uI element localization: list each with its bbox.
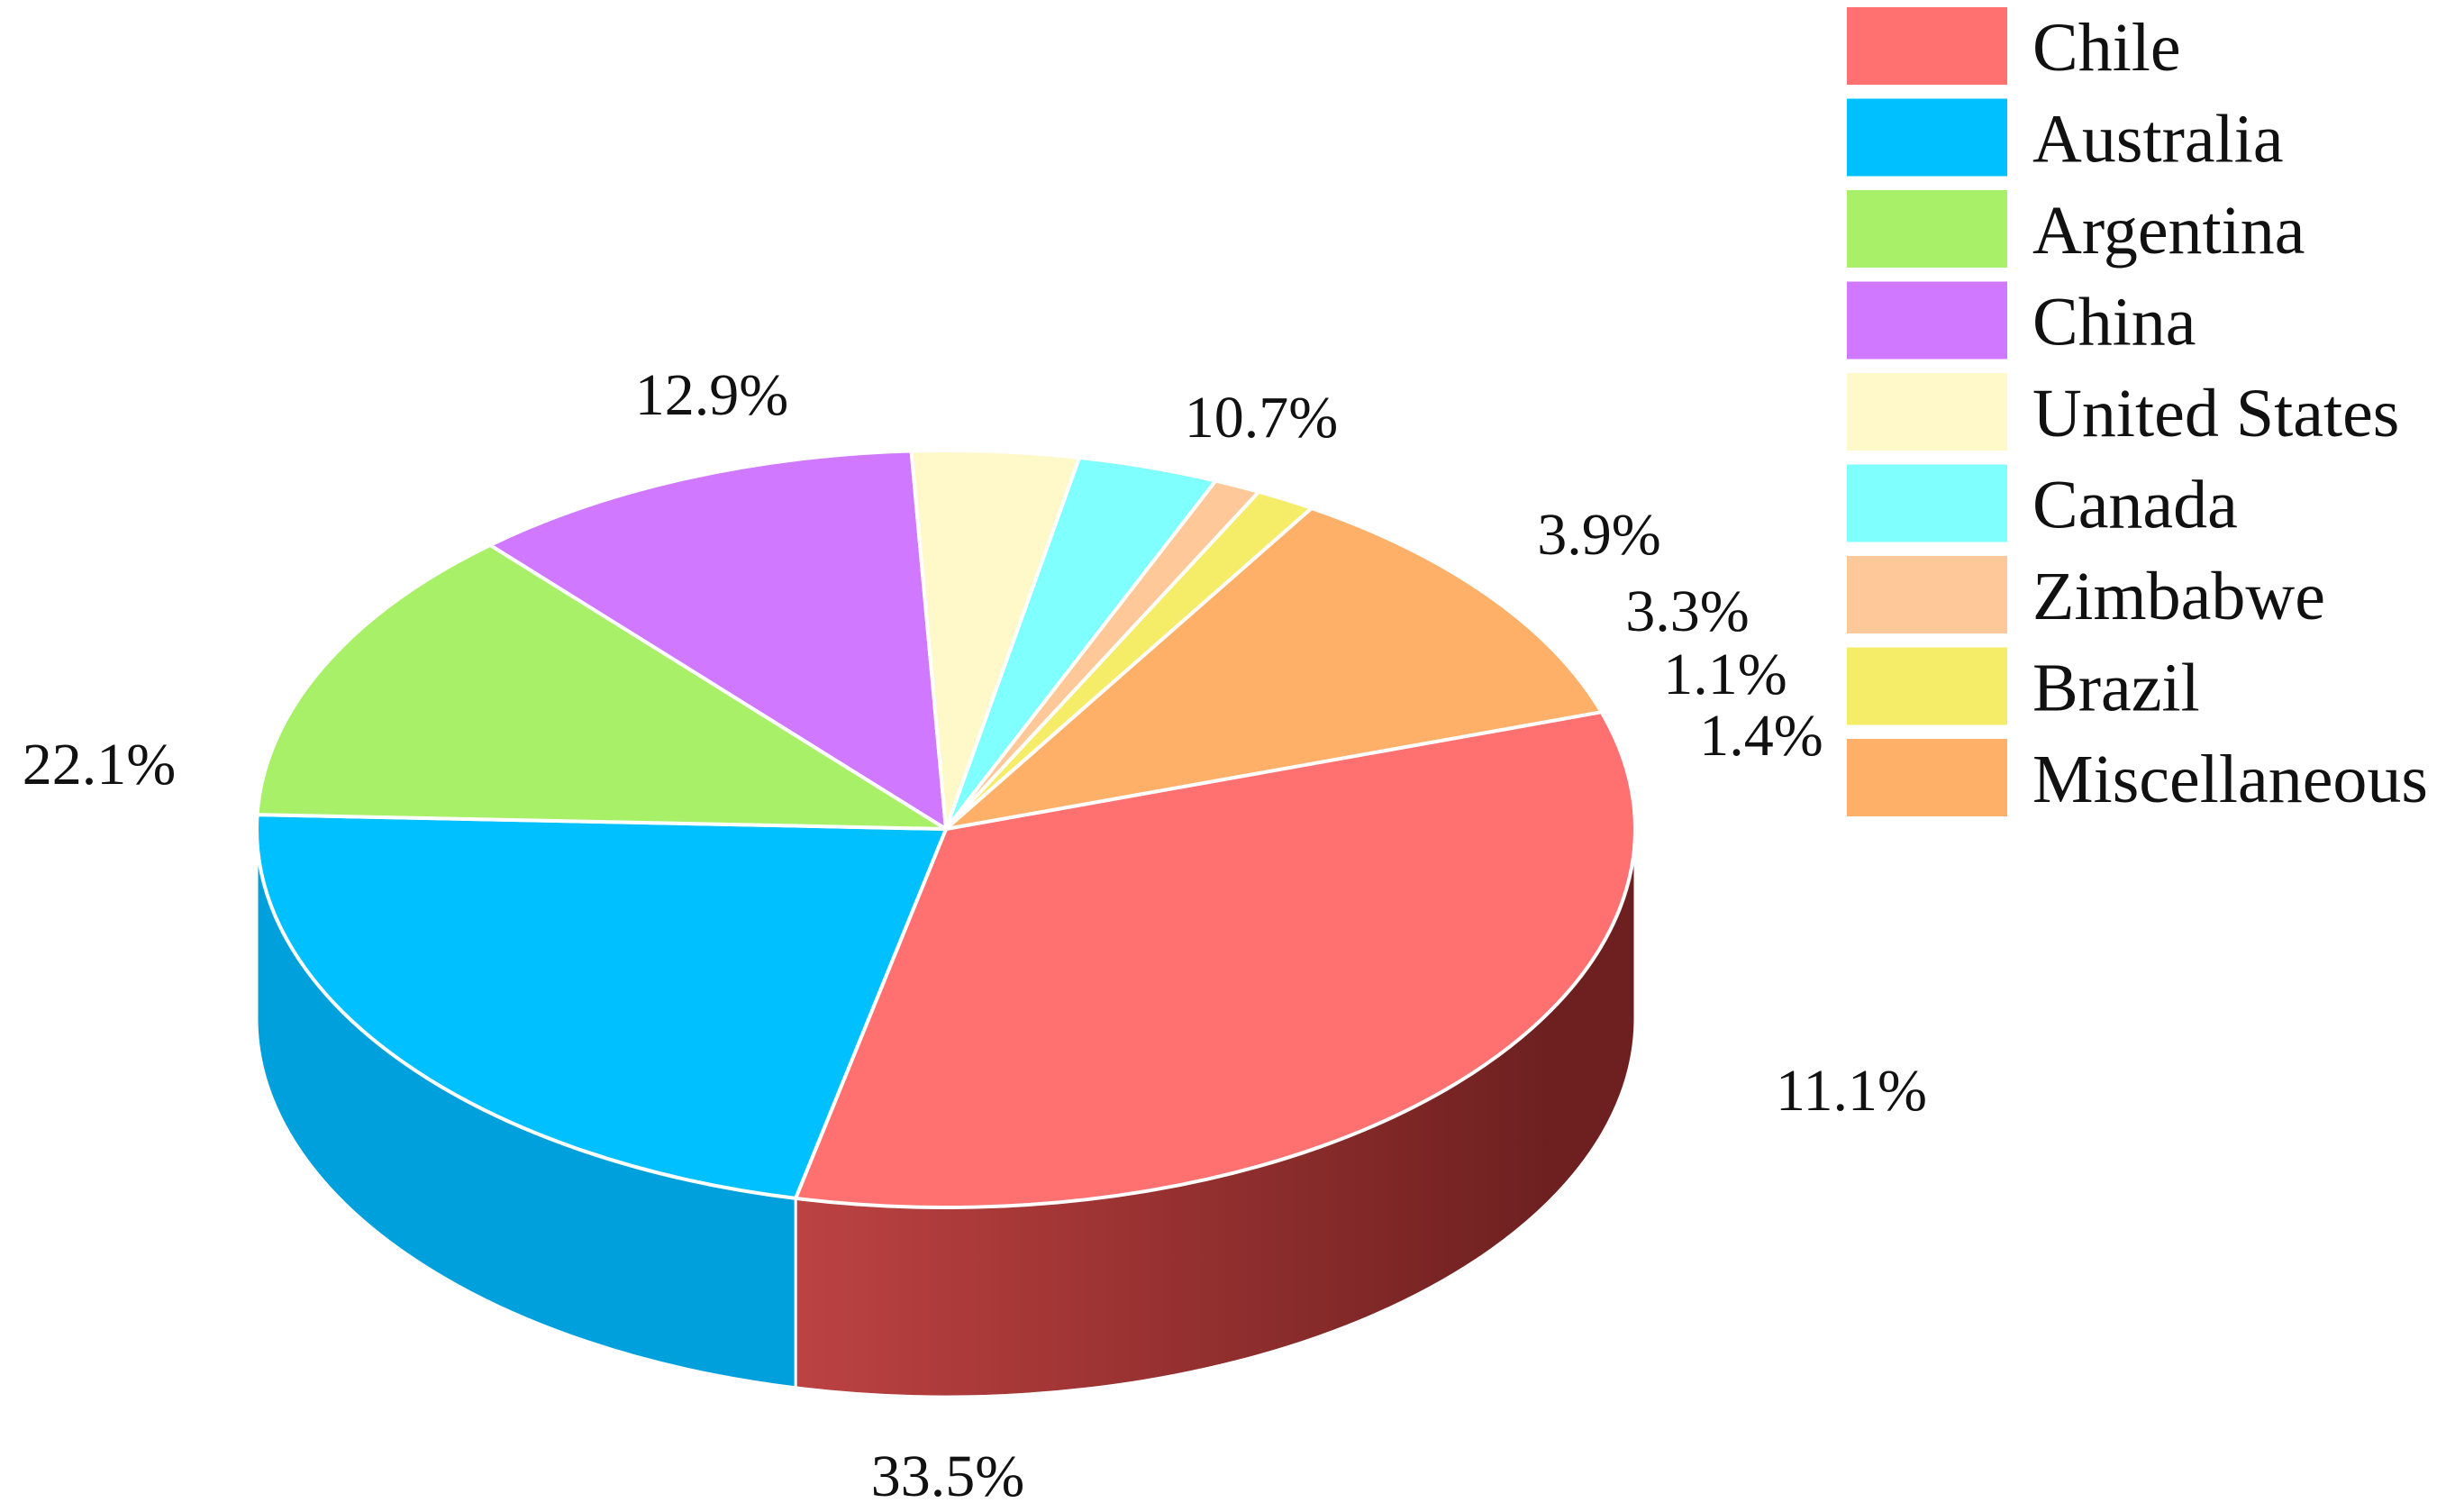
legend-swatch-miscellaneous (1847, 739, 2007, 816)
pie-slice-united-states (909, 449, 1082, 831)
slice-label-australia: 22.1% (23, 732, 176, 797)
pie-slice-chile (794, 710, 1637, 1209)
legend-item-china: China (1847, 281, 2196, 360)
legend-item-canada: Canada (1847, 464, 2238, 543)
legend-label-canada: Canada (2032, 468, 2238, 543)
slice-label-united-states: 3.9% (1537, 502, 1660, 568)
legend-swatch-argentina (1847, 190, 2007, 268)
slice-label-zimbabwe: 1.1% (1663, 642, 1787, 707)
slice-label-miscellaneous: 11.1% (1776, 1058, 1927, 1124)
legend-item-argentina: Argentina (1847, 190, 2305, 269)
legend-item-united-states: United States (1847, 373, 2399, 451)
legend-item-australia: Australia (1847, 98, 2284, 178)
legend: Chile Australia Argentina China United State… (1847, 7, 2428, 817)
legend-swatch-australia (1847, 98, 2007, 177)
legend-label-australia: Australia (2032, 102, 2284, 178)
legend-label-united-states: United States (2032, 376, 2399, 451)
legend-swatch-brazil (1847, 647, 2007, 725)
legend-swatch-united-states (1847, 373, 2007, 451)
legend-item-miscellaneous: Miscellaneous (1847, 739, 2428, 817)
legend-swatch-canada (1847, 464, 2007, 542)
legend-swatch-zimbabwe (1847, 556, 2007, 633)
pie-slice-australia (255, 813, 948, 1200)
pie-top-faces (255, 449, 1637, 1209)
pie-slice-argentina (255, 542, 948, 831)
slice-label-chile: 33.5% (871, 1444, 1024, 1509)
slice-label-canada: 3.3% (1625, 578, 1749, 644)
legend-label-brazil: Brazil (2032, 651, 2200, 726)
legend-swatch-china (1847, 281, 2007, 360)
legend-item-brazil: Brazil (1847, 647, 2200, 726)
legend-label-miscellaneous: Miscellaneous (2032, 742, 2428, 817)
slice-label-argentina: 12.9% (635, 362, 788, 428)
legend-item-chile: Chile (1847, 7, 2181, 86)
legend-label-argentina: Argentina (2032, 193, 2305, 269)
pie-slice-miscellaneous (944, 506, 1604, 831)
pie-percent-labels: 33.5% 22.1% 12.9% 10.7% 3.9% 3.3%1.1%1.4% 11.1… (23, 362, 1927, 1509)
pie-slice-china (488, 449, 948, 831)
legend-swatch-chile (1847, 7, 2007, 85)
legend-label-chile: Chile (2032, 10, 2181, 86)
slice-label-china: 10.7% (1185, 385, 1338, 451)
legend-label-zimbabwe: Zimbabwe (2032, 559, 2325, 634)
legend-item-zimbabwe: Zimbabwe (1847, 556, 2325, 634)
slice-label-brazil: 1.4% (1699, 703, 1823, 769)
legend-label-china: China (2032, 285, 2196, 360)
